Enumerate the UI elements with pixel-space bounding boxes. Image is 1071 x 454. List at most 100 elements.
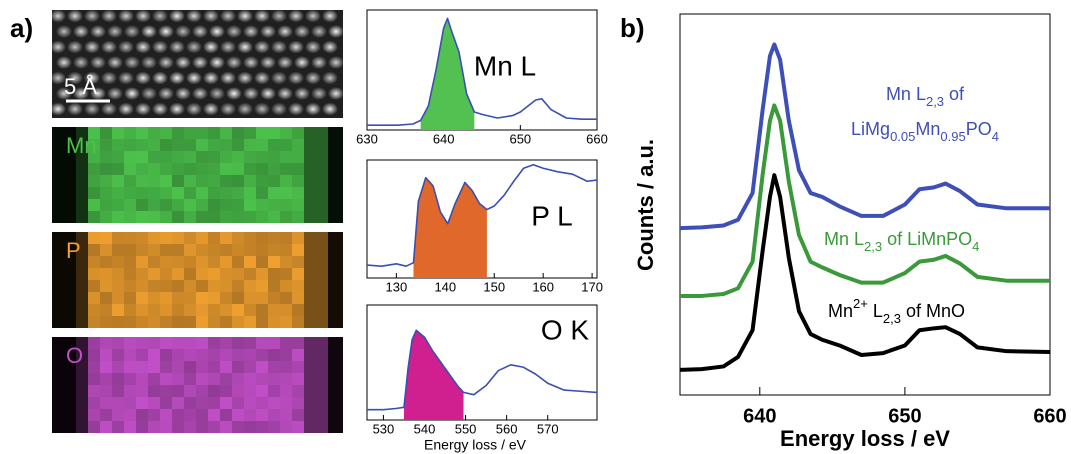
- map-pixel: [196, 397, 208, 409]
- map-pixel: [88, 337, 100, 349]
- annotation-part: of MnO: [901, 301, 965, 321]
- map-pixel: [88, 151, 100, 163]
- map-pixel: [232, 175, 244, 187]
- map-pixel: [136, 187, 148, 199]
- map-pixel: [100, 409, 112, 421]
- map-pixel: [304, 397, 316, 409]
- map-pixel: [208, 268, 220, 280]
- map-pixel: [136, 316, 148, 328]
- map-pixel: [52, 139, 64, 151]
- map-pixel: [112, 337, 124, 349]
- map-pixel: [256, 316, 268, 328]
- map-pixel: [88, 421, 100, 433]
- map-pixel: [160, 385, 172, 397]
- map-pixel: [220, 139, 232, 151]
- spectrum-label: Mn L: [474, 50, 536, 81]
- map-pixel: [328, 151, 340, 163]
- annotation: Mn2+ L2,3 of MnO: [828, 296, 965, 326]
- map-pixel: [316, 409, 328, 421]
- map-pixel: [88, 187, 100, 199]
- atom-column: [152, 9, 168, 23]
- plot-frame: [366, 304, 598, 421]
- map-pixel: [340, 349, 343, 361]
- map-pixel: [172, 211, 184, 223]
- annotation-part: 2,3: [883, 311, 901, 326]
- map-pixel: [268, 256, 280, 268]
- annotation-part: 4: [992, 129, 999, 144]
- x-tick-label: 530: [373, 421, 395, 436]
- map-pixel: [232, 151, 244, 163]
- atom-column: [260, 87, 276, 100]
- atom-column: [67, 102, 83, 116]
- map-pixel: [88, 211, 100, 223]
- atom-column: [254, 9, 270, 23]
- map-pixel: [64, 163, 76, 175]
- map-pixel: [184, 397, 196, 409]
- map-label: Mn: [66, 133, 97, 158]
- y-axis-label: Counts / a.u.: [633, 139, 658, 271]
- map-pixel: [340, 211, 343, 223]
- map-pixel: [220, 211, 232, 223]
- atom-column: [192, 25, 208, 38]
- map-pixel: [196, 187, 208, 199]
- atom-column: [254, 40, 270, 54]
- map-pixel: [184, 211, 196, 223]
- map-pixel: [196, 292, 208, 304]
- plot-frame: [366, 9, 598, 131]
- map-pixel: [304, 316, 316, 328]
- map-pixel: [88, 199, 100, 211]
- map-pixel: [160, 397, 172, 409]
- map-pixel: [328, 280, 340, 292]
- map-pixel: [328, 304, 340, 316]
- map-pixel: [124, 199, 136, 211]
- map-pixel: [124, 163, 136, 175]
- map-pixel: [124, 211, 136, 223]
- map-pixel: [124, 292, 136, 304]
- atom-column: [277, 56, 293, 69]
- map-pixel: [232, 421, 244, 433]
- map-pixel: [76, 304, 88, 316]
- atom-column: [203, 9, 219, 23]
- map-pixel: [184, 199, 196, 211]
- atom-column: [152, 102, 168, 116]
- map-pixel: [196, 280, 208, 292]
- map-pixel: [52, 361, 64, 373]
- map-pixel: [268, 268, 280, 280]
- map-pixel: [280, 304, 292, 316]
- map-pixel: [160, 409, 172, 421]
- map-pixel: [340, 409, 343, 421]
- map-pixel: [244, 256, 256, 268]
- map-pixel: [304, 385, 316, 397]
- annotation: Mn L2,3 of LiMnPO4: [824, 229, 979, 254]
- map-pixel: [280, 199, 292, 211]
- map-pixel: [304, 349, 316, 361]
- atom-column: [271, 71, 287, 85]
- map-pixel: [304, 163, 316, 175]
- atom-column: [158, 56, 174, 69]
- map-pixel: [136, 232, 148, 244]
- atom-column: [118, 9, 134, 23]
- map-pixel: [112, 187, 124, 199]
- map-pixel: [220, 163, 232, 175]
- map-pixel: [316, 139, 328, 151]
- map-pixel: [340, 163, 343, 175]
- map-pixel: [64, 409, 76, 421]
- panel-label: a): [10, 13, 33, 43]
- map-pixel: [172, 256, 184, 268]
- map-pixel: [136, 127, 148, 139]
- map-pixel: [232, 211, 244, 223]
- atom-column: [141, 87, 157, 100]
- map-pixel: [244, 268, 256, 280]
- x-tick-label: 130: [386, 279, 408, 294]
- map-pixel: [160, 211, 172, 223]
- map-pixel: [328, 349, 340, 361]
- map-pixel: [268, 292, 280, 304]
- map-pixel: [172, 292, 184, 304]
- map-pixel: [160, 349, 172, 361]
- atom-column: [141, 56, 157, 69]
- map-pixel: [172, 199, 184, 211]
- map-pixel: [64, 232, 76, 244]
- map-pixel: [160, 361, 172, 373]
- atom-column: [209, 25, 225, 38]
- map-pixel: [292, 175, 304, 187]
